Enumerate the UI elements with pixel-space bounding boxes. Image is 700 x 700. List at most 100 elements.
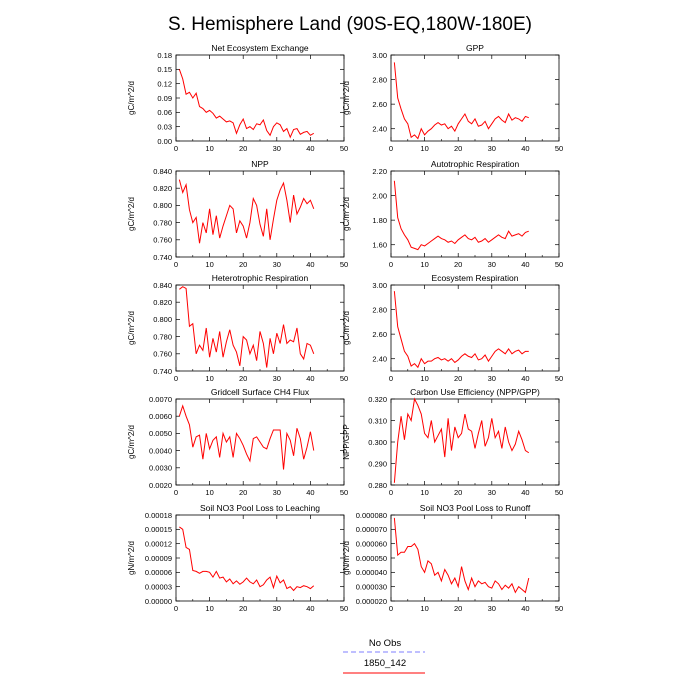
y-tick-label: 0.0060 bbox=[149, 412, 172, 421]
legend-label-1850-142: 1850_142 bbox=[364, 658, 406, 669]
y-tick-label: 0.780 bbox=[153, 332, 172, 341]
y-tick-label: 0.0050 bbox=[149, 429, 172, 438]
x-tick-label: 30 bbox=[488, 488, 496, 497]
y-tick-label: 0.820 bbox=[153, 298, 172, 307]
panel-7: Carbon Use Efficiency (NPP/GPP) NPP/GPP 0 1… bbox=[342, 387, 563, 497]
y-tick-label: 0.280 bbox=[368, 481, 387, 490]
y-tick-label: 0.000030 bbox=[356, 582, 387, 591]
x-tick-label: 0 bbox=[389, 260, 393, 269]
panel-0: Net Ecosystem Exchange gC/m^2/d 0 10 20 30 40 5… bbox=[127, 43, 348, 153]
y-axis-label: gC/m^2/d bbox=[127, 81, 136, 115]
plot-frame bbox=[390, 284, 560, 372]
y-tick-label: 0.00006 bbox=[145, 568, 172, 577]
x-tick-label: 20 bbox=[454, 260, 462, 269]
x-tick-label: 10 bbox=[205, 260, 213, 269]
x-tick-label: 0 bbox=[174, 374, 178, 383]
x-tick-label: 50 bbox=[555, 144, 563, 153]
y-tick-label: 0.290 bbox=[368, 459, 387, 468]
panel-title: Gridcell Surface CH4 Flux bbox=[211, 387, 310, 397]
x-tick-label: 40 bbox=[306, 260, 314, 269]
x-tick-label: 30 bbox=[273, 604, 281, 613]
y-tick-label: 0.00012 bbox=[145, 539, 172, 548]
x-tick-label: 40 bbox=[521, 374, 529, 383]
x-tick-label: 10 bbox=[420, 260, 428, 269]
y-tick-label: 1.80 bbox=[372, 216, 387, 225]
series-line bbox=[393, 62, 529, 140]
y-tick-label: 0.840 bbox=[153, 281, 172, 290]
panel-title: NPP bbox=[251, 159, 269, 169]
x-tick-label: 30 bbox=[488, 604, 496, 613]
y-tick-label: 0.15 bbox=[157, 65, 172, 74]
panel-6: Gridcell Surface CH4 Flux gC/m^2/d 0 10 20 30… bbox=[127, 387, 348, 497]
y-tick-label: 0.000080 bbox=[356, 511, 387, 520]
y-tick-label: 0.0040 bbox=[149, 446, 172, 455]
y-tick-label: 0.320 bbox=[368, 395, 387, 404]
y-tick-label: 2.40 bbox=[372, 355, 387, 364]
y-axis-label: gC/m^2/d bbox=[127, 425, 136, 459]
x-tick-label: 0 bbox=[174, 488, 178, 497]
x-tick-label: 30 bbox=[488, 374, 496, 383]
x-tick-label: 10 bbox=[420, 488, 428, 497]
x-tick-label: 40 bbox=[306, 374, 314, 383]
plot-frame bbox=[390, 170, 560, 258]
y-axis-label: gN/m^2/d bbox=[342, 541, 351, 575]
x-tick-label: 30 bbox=[488, 260, 496, 269]
panel-title: Heterotrophic Respiration bbox=[212, 273, 309, 283]
plot-frame bbox=[175, 514, 345, 602]
y-tick-label: 2.80 bbox=[372, 305, 387, 314]
x-tick-label: 0 bbox=[389, 488, 393, 497]
y-tick-label: 2.60 bbox=[372, 330, 387, 339]
x-tick-label: 20 bbox=[239, 604, 247, 613]
y-axis-label: gC/m^2/d bbox=[342, 81, 351, 115]
y-axis-label: gC/m^2/d bbox=[127, 197, 136, 231]
y-tick-label: 0.760 bbox=[153, 236, 172, 245]
x-tick-label: 40 bbox=[306, 144, 314, 153]
y-tick-label: 0.740 bbox=[153, 253, 172, 262]
x-tick-label: 0 bbox=[174, 260, 178, 269]
y-tick-label: 0.09 bbox=[157, 94, 172, 103]
x-tick-label: 50 bbox=[340, 488, 348, 497]
x-tick-label: 50 bbox=[555, 604, 563, 613]
y-tick-label: 2.20 bbox=[372, 167, 387, 176]
panel-1: GPP gC/m^2/d 0 10 20 30 40 50 2.40 2.60 2.80 3.00 bbox=[342, 43, 563, 153]
series-line bbox=[393, 517, 530, 594]
y-tick-label: 0.800 bbox=[153, 201, 172, 210]
y-tick-label: 0.00 bbox=[157, 137, 172, 146]
y-tick-label: 0.000070 bbox=[356, 525, 387, 534]
x-tick-label: 0 bbox=[389, 604, 393, 613]
panel-title: Ecosystem Respiration bbox=[432, 273, 519, 283]
series-line bbox=[393, 397, 530, 483]
x-tick-label: 50 bbox=[555, 260, 563, 269]
y-tick-label: 0.780 bbox=[153, 218, 172, 227]
x-tick-label: 0 bbox=[174, 604, 178, 613]
x-tick-label: 20 bbox=[239, 144, 247, 153]
panel-4: Heterotrophic Respiration gC/m^2/d 0 10 20 30… bbox=[127, 273, 348, 383]
series-line bbox=[178, 404, 315, 470]
y-axis-label: NPP/GPP bbox=[342, 424, 351, 460]
x-tick-label: 20 bbox=[454, 144, 462, 153]
y-axis-label: gC/m^2/d bbox=[342, 197, 351, 231]
y-tick-label: 0.000040 bbox=[356, 568, 387, 577]
series-line bbox=[179, 286, 315, 368]
y-tick-label: 0.740 bbox=[153, 367, 172, 376]
x-tick-label: 50 bbox=[340, 374, 348, 383]
y-tick-label: 0.00009 bbox=[145, 554, 172, 563]
panel-5: Ecosystem Respiration gC/m^2/d 0 10 20 30 40 50… bbox=[342, 273, 563, 383]
x-tick-label: 20 bbox=[454, 374, 462, 383]
x-tick-label: 50 bbox=[340, 604, 348, 613]
x-tick-label: 50 bbox=[555, 374, 563, 383]
y-tick-label: 0.12 bbox=[157, 79, 172, 88]
x-tick-label: 50 bbox=[555, 488, 563, 497]
x-tick-label: 30 bbox=[273, 144, 281, 153]
y-tick-label: 0.000050 bbox=[356, 554, 387, 563]
y-tick-label: 2.80 bbox=[372, 75, 387, 84]
plot-frame bbox=[390, 54, 560, 142]
panel-title: Soil NO3 Pool Loss to Leaching bbox=[200, 503, 320, 513]
x-tick-label: 0 bbox=[389, 144, 393, 153]
y-tick-label: 0.000020 bbox=[356, 597, 387, 606]
x-tick-label: 40 bbox=[521, 488, 529, 497]
y-tick-label: 0.00003 bbox=[145, 582, 172, 591]
y-tick-label: 3.00 bbox=[372, 51, 387, 60]
y-tick-label: 0.310 bbox=[368, 416, 387, 425]
y-tick-label: 0.0030 bbox=[149, 464, 172, 473]
